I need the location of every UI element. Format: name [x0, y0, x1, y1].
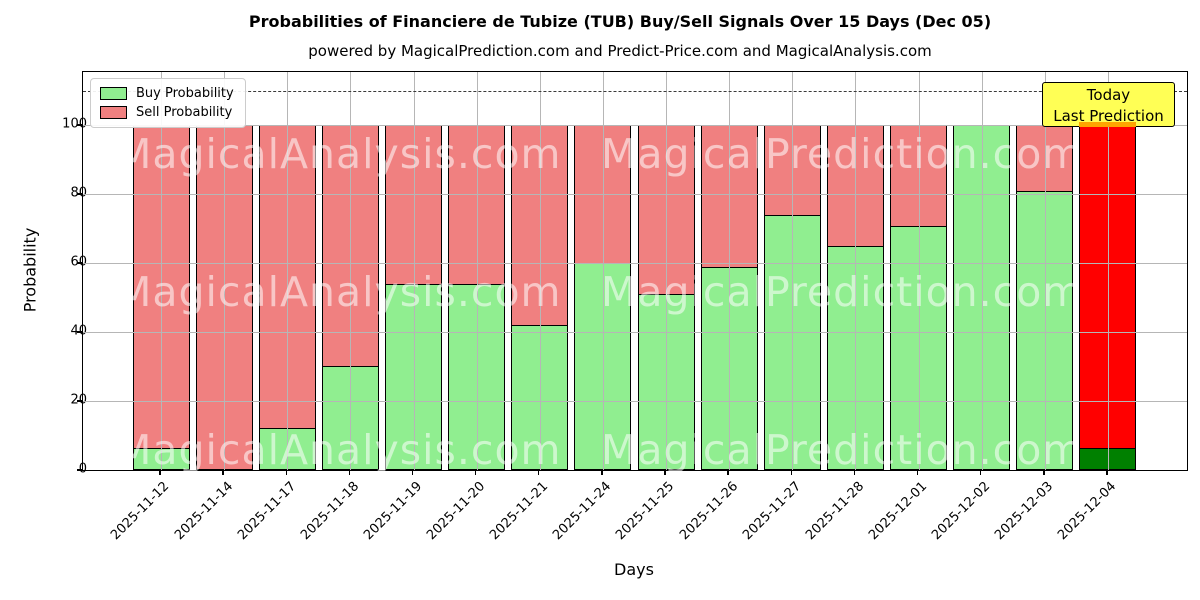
grid-line-x-2025-11-28	[855, 72, 857, 470]
x-tick-mark-2025-12-03	[1043, 470, 1045, 476]
x-tick-label-2025-11-26: 2025-11-26	[676, 479, 741, 544]
x-tick-mark-2025-11-21	[538, 470, 540, 476]
grid-line-x-2025-11-17	[287, 72, 289, 470]
x-tick-mark-2025-11-17	[285, 470, 287, 476]
grid-line-y-20	[83, 401, 1187, 403]
x-tick-mark-2025-11-12	[159, 470, 161, 476]
x-tick-label-2025-11-12: 2025-11-12	[108, 479, 173, 544]
x-tick-label-2025-11-28: 2025-11-28	[802, 479, 868, 544]
y-tick-mark-40	[76, 331, 82, 333]
x-tick-label-2025-12-04: 2025-12-04	[1055, 479, 1120, 544]
x-tick-label-2025-12-03: 2025-12-03	[992, 479, 1057, 544]
legend-buy-label: Buy Probability	[136, 86, 234, 101]
watermark-text-1: MagicalAnalysis.com	[116, 130, 562, 178]
threshold-dashed-line	[83, 90, 1187, 92]
y-tick-label-20: 20	[70, 392, 87, 408]
x-tick-mark-2025-11-26	[727, 470, 729, 476]
x-tick-mark-2025-11-18	[348, 470, 351, 476]
x-axis-label: Days	[614, 560, 654, 579]
x-tick-mark-2025-11-20	[474, 470, 477, 476]
annotation-line-1: Today	[1086, 86, 1131, 104]
watermark-text-3: MagicalAnalysis.com	[116, 268, 562, 316]
y-tick-label-100: 100	[62, 116, 87, 132]
x-tick-mark-2025-12-04	[1106, 470, 1108, 476]
grid-line-x-2025-11-24	[602, 72, 604, 470]
watermark-text-2: MagicalPrediction.com	[601, 130, 1084, 178]
y-tick-label-40: 40	[70, 323, 87, 339]
grid-line-x-2025-12-03	[1044, 72, 1046, 470]
chart-subtitle: powered by MagicalPrediction.com and Pre…	[308, 42, 932, 60]
grid-line-y-40	[83, 332, 1187, 334]
grid-line-x-2025-11-21	[539, 72, 541, 470]
grid-line-x-2025-11-18	[350, 72, 352, 470]
grid-line-y-100	[83, 125, 1187, 127]
legend: Buy Probability Sell Probability	[90, 78, 246, 128]
x-tick-label-2025-11-14: 2025-11-14	[171, 479, 236, 544]
x-tick-mark-2025-11-27	[790, 470, 792, 476]
legend-sell-label: Sell Probability	[136, 105, 233, 120]
watermark-text-4: MagicalPrediction.com	[601, 268, 1084, 316]
x-tick-label-2025-12-01: 2025-12-01	[866, 479, 931, 544]
x-tick-label-2025-11-19: 2025-11-19	[361, 479, 426, 544]
watermark-text-6: MagicalPrediction.com	[601, 426, 1084, 474]
x-tick-label-2025-11-17: 2025-11-17	[234, 479, 299, 544]
x-tick-label-2025-12-02: 2025-12-02	[929, 479, 994, 544]
grid-line-y-60	[83, 263, 1187, 265]
x-tick-label-2025-11-18: 2025-11-18	[297, 479, 362, 544]
grid-line-x-2025-11-12	[161, 72, 162, 470]
grid-line-x-2025-12-02	[981, 72, 983, 470]
x-tick-label-2025-11-24: 2025-11-24	[550, 479, 615, 544]
annotation-line-2: Last Prediction	[1053, 107, 1164, 125]
grid-line-x-2025-11-26	[729, 72, 731, 470]
y-tick-label-80: 80	[70, 185, 87, 201]
grid-line-x-2025-11-25	[666, 72, 668, 470]
y-tick-mark-60	[76, 262, 82, 264]
grid-line-x-2025-12-01	[918, 72, 920, 470]
x-tick-mark-2025-11-14	[222, 470, 224, 476]
legend-item-buy: Buy Probability	[100, 87, 234, 100]
today-annotation-box: Today Last Prediction	[1042, 82, 1175, 127]
x-tick-label-2025-11-20: 2025-11-20	[424, 479, 489, 544]
x-tick-mark-2025-12-01	[916, 470, 919, 476]
grid-line-y-80	[83, 194, 1187, 196]
x-tick-mark-2025-11-24	[601, 470, 603, 476]
grid-line-x-2025-12-04	[1107, 72, 1109, 470]
y-tick-mark-80	[76, 193, 82, 195]
grid-line-x-2025-11-27	[792, 72, 794, 470]
y-tick-mark-100	[76, 124, 82, 126]
x-tick-label-2025-11-21: 2025-11-21	[487, 479, 552, 544]
x-tick-mark-2025-11-25	[664, 470, 666, 476]
x-tick-mark-2025-11-28	[853, 470, 856, 476]
x-tick-label-2025-11-25: 2025-11-25	[613, 479, 678, 544]
grid-line-x-2025-11-20	[476, 72, 478, 470]
grid-line-x-2025-11-14	[224, 72, 226, 470]
y-tick-label-0: 0	[78, 461, 87, 477]
buy-color-swatch	[100, 87, 127, 100]
y-tick-label-60: 60	[70, 254, 87, 270]
annotation-bar-overlap-strip	[1079, 122, 1137, 127]
chart-title: Probabilities of Financiere de Tubize (T…	[248, 12, 992, 31]
y-tick-mark-0	[76, 469, 82, 471]
x-tick-label-2025-11-27: 2025-11-27	[739, 479, 804, 544]
plot-area: MagicalAnalysis.com MagicalPrediction.com…	[76, 71, 1188, 474]
grid-line-x-2025-11-19	[413, 72, 415, 470]
legend-item-sell: Sell Probability	[100, 106, 234, 119]
x-tick-mark-2025-11-19	[411, 470, 414, 476]
sell-color-swatch	[100, 106, 127, 119]
y-axis-label: Probability	[20, 227, 40, 313]
y-tick-mark-20	[76, 400, 82, 402]
x-tick-mark-2025-12-02	[979, 470, 982, 476]
watermark-text-5: MagicalAnalysis.com	[116, 426, 562, 474]
